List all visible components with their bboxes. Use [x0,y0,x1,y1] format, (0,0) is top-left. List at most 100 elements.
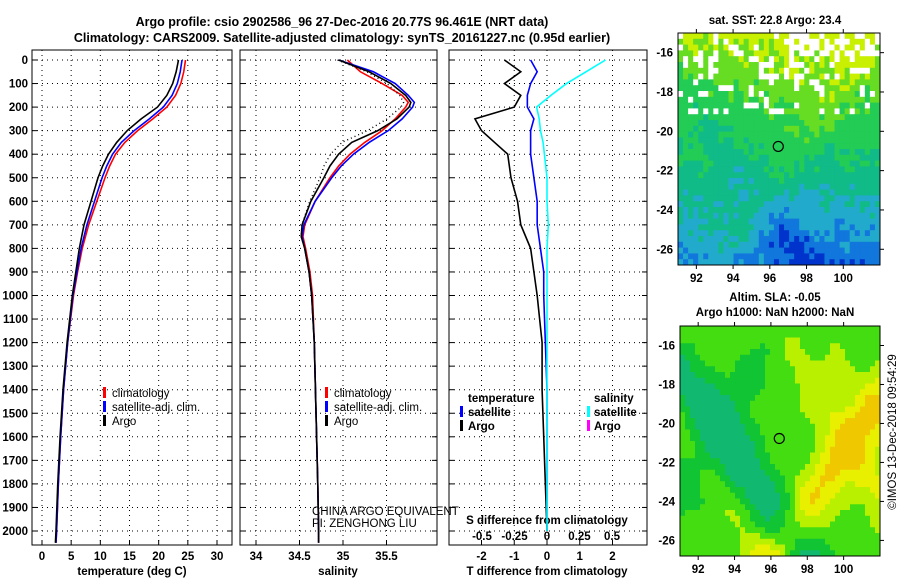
heatmap-cell [794,224,800,231]
heatmap-cell [874,195,881,202]
heatmap-cell [819,38,825,46]
heatmap-cell [819,96,825,104]
x-tick-label: 10 [94,551,107,563]
heatmap-cell [733,125,740,133]
heatmap-cell [789,96,795,104]
heatmap-cell [773,56,780,63]
heatmap-cell [875,343,881,350]
heatmap-cell [770,498,776,505]
heatmap-cell [820,418,826,425]
heatmap-cell [805,481,811,488]
heatmap-cell [864,137,871,144]
heatmap-cell [740,395,746,402]
heatmap-cell [750,337,756,344]
heatmap-cell [874,247,881,254]
heatmap-cell [805,429,811,436]
heatmap-cell [850,389,856,396]
heatmap-cell [870,360,876,367]
heatmap-cell [789,149,795,156]
heatmap-cell [720,441,726,448]
heatmap-cell [760,515,766,522]
heatmap-cell [825,360,831,367]
heatmap-cell [750,481,756,488]
heatmap-cell [773,143,780,150]
heatmap-cell [859,143,866,150]
heatmap-cell [780,469,786,476]
heatmap-cell [740,452,746,459]
heatmap-cell [710,331,716,338]
heatmap-cell [705,446,711,453]
heatmap-cell [875,492,881,499]
heatmap-cell [839,38,846,46]
heatmap-cell [688,224,694,231]
heatmap-cell [755,395,761,402]
heatmap-cell [710,389,716,396]
heatmap-cell [800,452,806,459]
heatmap-cell [835,406,841,413]
heatmap-cell [784,50,790,57]
heatmap-cell [795,418,801,425]
panel-frame [239,49,438,546]
heatmap-cell [750,504,756,511]
heatmap-cell [874,230,881,237]
heatmap-cell [874,137,881,144]
heatmap-cell [864,253,871,260]
heatmap-cell [839,62,846,69]
heatmap-cell [765,544,771,551]
heatmap-cell [809,108,815,115]
heatmap-cell [748,62,755,69]
heatmap-cell [875,423,881,430]
heatmap-cell [855,492,861,499]
heatmap-cell [713,44,719,51]
heatmap-cell [814,96,820,104]
heatmap-cell [840,487,846,494]
heatmap-cell [784,137,790,144]
heatmap-cell [780,464,786,471]
heatmap-cell [750,331,756,338]
heatmap-cell [773,108,780,115]
heatmap-cell [844,241,851,249]
heatmap-cell [849,91,856,98]
heatmap-cell [710,464,716,471]
heatmap-cell [710,343,716,350]
heatmap-cell [819,149,825,156]
heatmap-cell [688,50,694,57]
heatmap-cell [854,50,861,57]
heatmap-cell [743,44,750,51]
heatmap-cell [740,550,746,557]
heatmap-cell [770,544,776,551]
heatmap-cell [753,195,760,202]
heatmap-cell [700,521,706,528]
heatmap-cell [693,85,699,92]
heatmap-cell [814,125,820,133]
heatmap-cell [785,452,791,459]
heatmap-cell [810,452,816,459]
heatmap-cell [688,230,694,237]
heatmap-cell [765,481,771,488]
credit-text: ©IMOS 13-Dec-2018 09:54:29 [887,354,899,510]
heatmap-cell [748,143,755,150]
heatmap-cell [745,343,751,350]
heatmap-cell [745,400,751,407]
heatmap-cell [835,337,841,344]
heatmap-cell [785,366,791,373]
heatmap-cell [805,423,811,430]
heatmap-cell [773,218,780,225]
heatmap-cell [755,446,761,453]
heatmap-cell [730,400,736,407]
heatmap-cell [865,464,871,471]
heatmap-cell [770,400,776,407]
heatmap-cell [703,207,709,214]
heatmap-cell [790,418,796,425]
heatmap-cell [753,218,760,225]
y-tick-label: 1000 [2,291,28,303]
heatmap-cell [800,360,806,367]
heatmap-cell [789,201,795,208]
heatmap-cell [750,400,756,407]
heatmap-cell [763,166,770,173]
heatmap-cell [753,230,760,237]
heatmap-cell [763,160,770,167]
heatmap-cell [814,183,820,191]
heatmap-cell [800,343,806,350]
heatmap-cell [849,149,856,156]
